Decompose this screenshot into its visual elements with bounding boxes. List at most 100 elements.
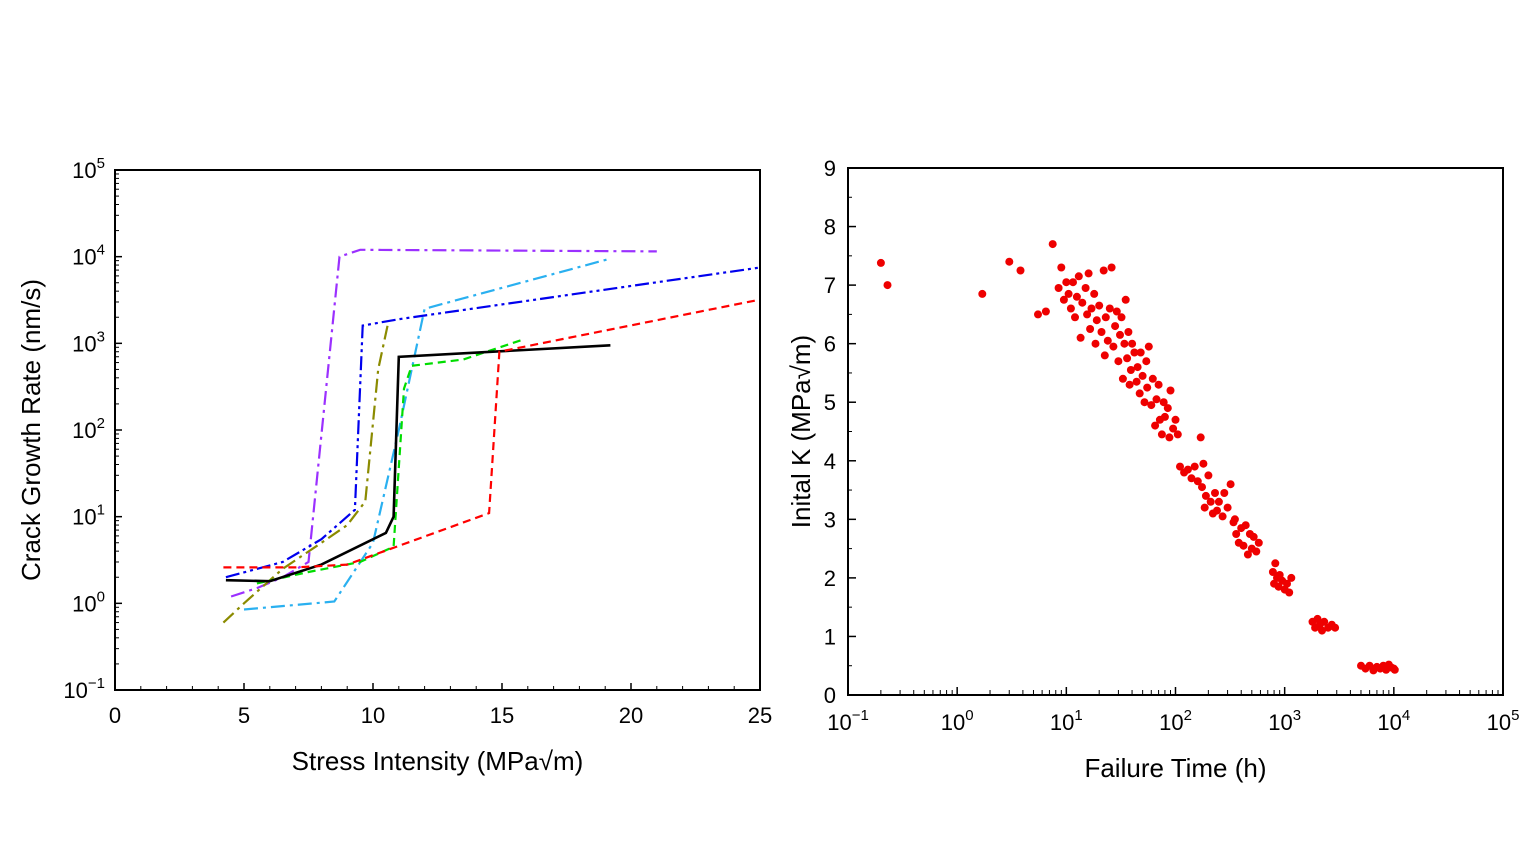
data-point [1111, 322, 1120, 331]
data-point [1160, 412, 1169, 421]
data-point [1241, 521, 1250, 530]
x-tick-label: 10−1 [827, 707, 869, 735]
axis-ticks: 0 5 10 15 20 25 10−1 100 101 102 103 104 105 [63, 155, 772, 728]
data-point [1057, 263, 1066, 272]
y-tick-label: 1 [824, 624, 836, 649]
data-point [1100, 351, 1109, 360]
data-point [1072, 292, 1081, 301]
data-point [1135, 389, 1144, 398]
data-point [1143, 383, 1152, 392]
data-point [1140, 398, 1149, 407]
x-tick-label: 102 [1159, 707, 1192, 735]
data-point [1318, 626, 1326, 635]
data-point [883, 281, 892, 290]
series-line-1 [230, 248, 657, 598]
data-point [1078, 298, 1087, 307]
x-tick-label: 25 [748, 703, 772, 728]
data-point [1091, 339, 1100, 348]
x-tick-label: 5 [238, 703, 250, 728]
data-point [1095, 301, 1104, 310]
series-line-5 [256, 338, 523, 585]
y-axis-label: Inital K (MPa√m) [786, 335, 816, 528]
plot-frame [114, 169, 761, 691]
data-point [1125, 380, 1134, 389]
y-tick-label: 100 [72, 588, 105, 616]
y-tick-label: 3 [824, 507, 836, 532]
data-point [1254, 538, 1263, 547]
data-point [1132, 377, 1141, 386]
data-point [1198, 483, 1206, 492]
y-tick-label: 6 [824, 332, 836, 357]
data-point [1274, 582, 1283, 591]
data-point [1107, 263, 1116, 272]
x-axis-label: Failure Time (h) [1084, 753, 1266, 783]
x-tick-label: 15 [490, 703, 514, 728]
data-point [1124, 328, 1133, 336]
x-tick-label: 105 [1487, 707, 1520, 735]
scatter-layer [876, 240, 1399, 675]
data-point [1126, 366, 1135, 374]
data-point [1112, 307, 1121, 316]
data-point [1190, 462, 1199, 471]
data-point [1252, 547, 1261, 556]
y-tick-label: 4 [824, 449, 836, 474]
x-tick-label: 103 [1268, 707, 1301, 735]
series-line-2 [225, 266, 761, 579]
data-point [1201, 491, 1210, 500]
data-point [1187, 474, 1196, 483]
data-point [1084, 269, 1093, 278]
data-point [1133, 363, 1142, 372]
data-point [1390, 665, 1399, 674]
axis-ticks: 10−1 100 101 102 103 104 105 0 1 2 3 4 5 6 7 8 9 [824, 156, 1520, 735]
data-point [1147, 401, 1156, 410]
data-point [1166, 386, 1175, 395]
data-point [1136, 348, 1145, 357]
data-point [1287, 573, 1296, 582]
data-point [1239, 541, 1248, 550]
data-point [1081, 284, 1090, 292]
y-tick-label: 101 [72, 502, 105, 530]
data-point [1016, 266, 1025, 275]
y-axis-label: Crack Growth Rate (nm/s) [16, 279, 46, 581]
data-point [1101, 313, 1110, 322]
series-line-6 [225, 344, 611, 583]
x-tick-label: 100 [941, 707, 974, 735]
data-point [1283, 579, 1291, 588]
y-tick-label: 9 [824, 156, 836, 181]
y-tick-label: 105 [72, 155, 105, 183]
data-point [1204, 471, 1213, 480]
data-point [1099, 266, 1108, 275]
data-point [1214, 497, 1223, 506]
data-point [1206, 497, 1215, 506]
data-point [1054, 284, 1063, 292]
data-point [1048, 240, 1057, 249]
y-tick-label: 104 [72, 242, 105, 270]
data-point [1121, 295, 1130, 304]
data-point [1083, 310, 1092, 319]
data-point [1086, 325, 1095, 333]
data-point [1183, 465, 1192, 474]
y-tick-label: 2 [824, 566, 836, 591]
data-point [1071, 313, 1079, 322]
y-tick-label: 10−1 [63, 675, 105, 703]
data-point [1154, 380, 1163, 389]
x-tick-label: 104 [1377, 707, 1410, 735]
data-point [876, 258, 885, 267]
data-point [1193, 477, 1202, 486]
data-point [1331, 623, 1340, 632]
data-point [1064, 289, 1073, 298]
data-point [1128, 339, 1137, 348]
data-point [1320, 617, 1329, 626]
series-line-3 [222, 320, 390, 624]
data-point [1116, 330, 1124, 339]
data-point [1232, 530, 1241, 538]
data-point [1199, 459, 1208, 468]
data-point [1144, 342, 1153, 351]
y-tick-label: 8 [824, 215, 836, 240]
data-point [1114, 357, 1123, 366]
data-point [1176, 462, 1184, 471]
data-point [1152, 395, 1161, 404]
data-point [1196, 433, 1205, 442]
y-tick-label: 103 [72, 328, 105, 356]
